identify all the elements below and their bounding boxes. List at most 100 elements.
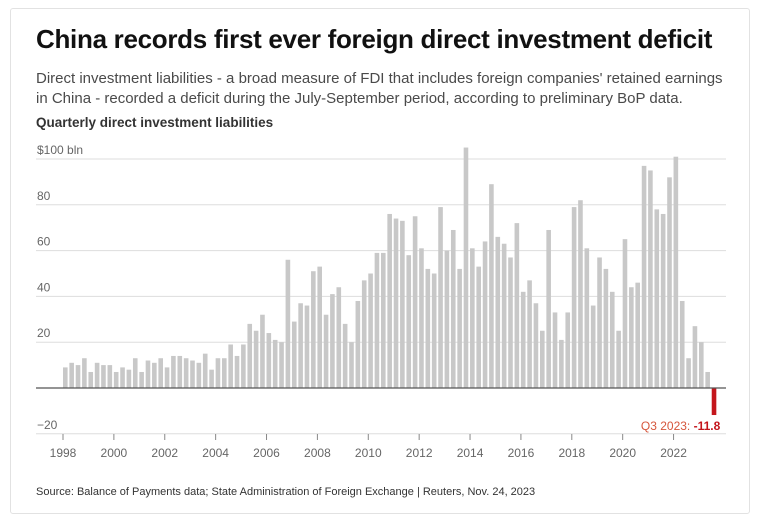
bar — [311, 271, 316, 388]
bar — [126, 369, 132, 388]
y-tick-label: 80 — [37, 189, 51, 203]
bar — [501, 243, 507, 388]
bar — [63, 367, 68, 388]
bar — [234, 355, 240, 388]
bar — [215, 358, 221, 388]
chart-title: China records first ever foreign direct … — [36, 24, 713, 54]
annotation: Q3 2023: -11.8 — [641, 419, 721, 433]
bar — [342, 323, 348, 388]
bar — [209, 369, 214, 388]
x-tick-label: 2008 — [304, 446, 331, 460]
bar — [686, 358, 691, 388]
bar — [228, 344, 233, 388]
bar — [450, 229, 456, 388]
bar — [578, 200, 583, 388]
x-tick-label: 2012 — [406, 446, 433, 460]
bar — [565, 312, 571, 388]
bar — [457, 268, 462, 388]
bar — [476, 266, 481, 388]
bar — [202, 353, 208, 388]
bar — [107, 365, 113, 388]
bar — [540, 330, 545, 388]
chart-subtitle: Direct investment liabilities - a broad … — [36, 70, 723, 107]
bar — [266, 333, 272, 388]
bar — [692, 326, 698, 388]
bar — [419, 248, 424, 388]
bar — [641, 165, 647, 388]
x-tick-label: 2014 — [457, 446, 484, 460]
bar — [75, 365, 81, 388]
x-tick-label: 1998 — [50, 446, 77, 460]
bar — [406, 255, 412, 388]
bar — [222, 358, 227, 388]
bar — [629, 287, 634, 388]
bar — [361, 280, 367, 388]
bar — [527, 280, 532, 388]
x-tick-label: 2018 — [558, 446, 585, 460]
bar — [368, 273, 373, 388]
x-tick-label: 2000 — [101, 446, 128, 460]
bar — [158, 358, 163, 388]
bar — [241, 344, 246, 388]
y-tick-label: 60 — [37, 235, 51, 249]
bar — [584, 248, 590, 388]
source-note: Source: Balance of Payments data; State … — [36, 486, 536, 498]
bar — [654, 209, 660, 388]
bar — [272, 339, 278, 388]
bar — [374, 252, 380, 388]
bar — [177, 355, 183, 388]
bar — [470, 248, 475, 388]
x-tick-label: 2006 — [253, 446, 280, 460]
bar — [622, 239, 628, 388]
bar — [590, 305, 596, 388]
bar — [190, 360, 195, 388]
bar — [673, 156, 679, 388]
bar — [660, 213, 666, 388]
y-tick-label: 40 — [37, 280, 51, 294]
bar — [330, 294, 335, 388]
axes: −20 20 40 60 80 $100 bln 1998 2000 2002 2004 2006 2… — [36, 143, 726, 460]
bars — [63, 147, 717, 416]
y-tick-label: 20 — [37, 326, 51, 340]
bar — [463, 147, 469, 388]
y-tick-label: −20 — [37, 418, 58, 432]
bar — [349, 342, 354, 388]
bar — [431, 273, 437, 388]
chart-heading: Quarterly direct investment liabilities — [36, 115, 274, 130]
bar — [279, 342, 284, 388]
bar — [387, 213, 392, 388]
bar — [635, 282, 640, 388]
bar — [520, 291, 526, 388]
bar — [317, 266, 322, 388]
bar — [323, 314, 329, 388]
bar — [120, 367, 125, 388]
bar — [183, 358, 189, 388]
bar — [113, 371, 119, 388]
bar — [132, 358, 138, 388]
bar — [438, 207, 443, 388]
bar — [400, 220, 405, 388]
bar — [82, 358, 87, 388]
bar — [482, 241, 488, 388]
bar — [298, 303, 303, 388]
bar — [489, 184, 494, 388]
annotation-value: -11.8 — [694, 419, 721, 433]
bar — [508, 257, 513, 388]
bar-negative — [711, 388, 717, 416]
bar — [699, 342, 704, 388]
bar — [705, 371, 710, 388]
bar — [648, 170, 653, 388]
bar — [145, 360, 151, 388]
bar — [603, 268, 609, 388]
bar — [546, 229, 551, 388]
bar — [164, 367, 170, 388]
bar — [495, 236, 501, 388]
bar — [667, 177, 672, 388]
x-tick-label: 2022 — [660, 446, 687, 460]
bar — [253, 330, 259, 388]
bar — [152, 362, 157, 388]
bar — [101, 365, 106, 388]
q3-2023-annotation: Q3 2023: -11.8 — [641, 419, 721, 433]
bar — [597, 257, 602, 388]
bar — [88, 371, 94, 388]
